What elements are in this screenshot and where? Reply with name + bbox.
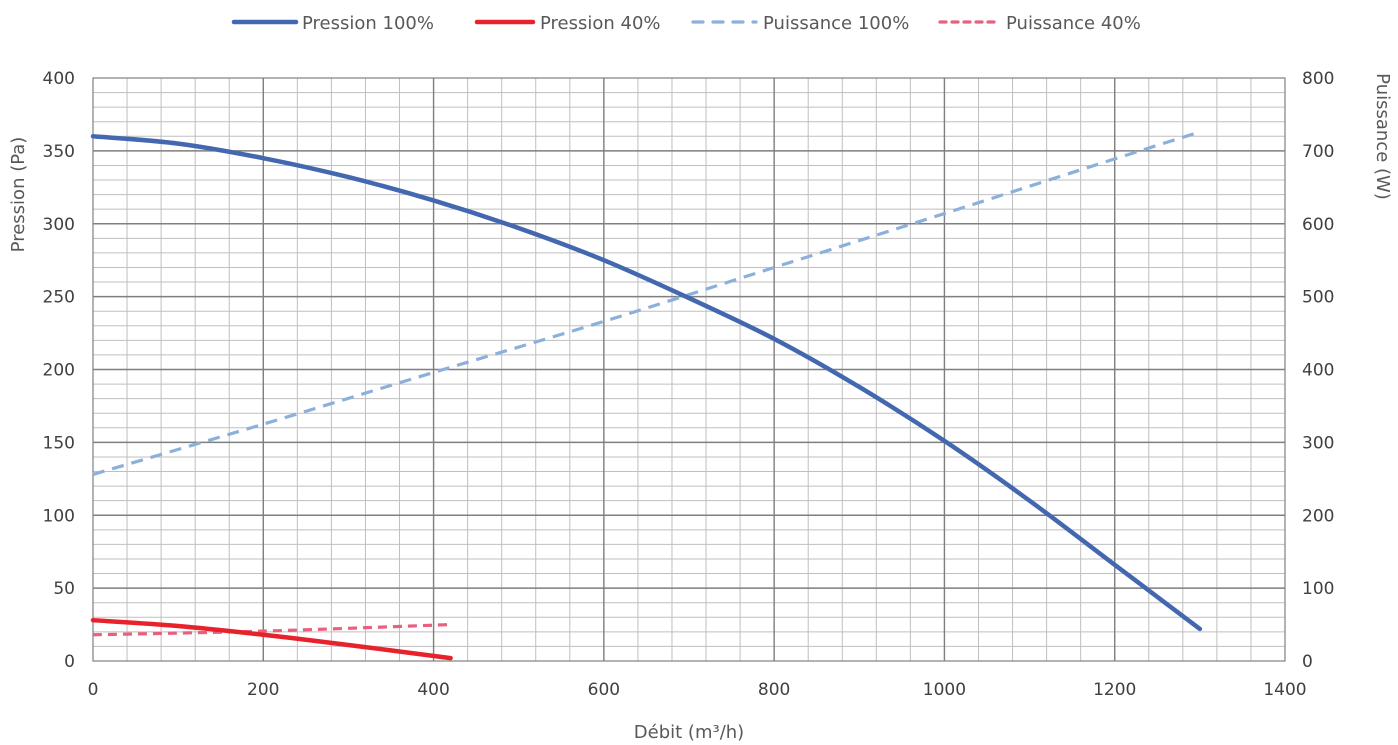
y-tick-label: 250 — [43, 288, 75, 308]
x-tick-label: 800 — [758, 680, 790, 700]
y-tick-label: 300 — [43, 215, 75, 235]
legend-label-puissance-40: Puissance 40% — [1006, 13, 1141, 34]
y2-tick-label: 600 — [1302, 215, 1334, 235]
y-tick-label: 200 — [43, 361, 75, 381]
y2-tick-label: 400 — [1302, 361, 1334, 381]
x-tick-label: 200 — [247, 680, 279, 700]
series-layer — [90, 130, 1203, 661]
y2-tick-label: 100 — [1302, 579, 1334, 599]
y2-tick-label: 300 — [1302, 433, 1334, 453]
x-tick-label: 0 — [88, 680, 99, 700]
x-tick-label: 1400 — [1263, 680, 1306, 700]
y-tick-label: 0 — [64, 652, 75, 672]
legend-label-puissance-100: Puissance 100% — [763, 13, 909, 34]
y2-tick-label: 500 — [1302, 288, 1334, 308]
y2-tick-label: 0 — [1302, 652, 1313, 672]
series-line-pression-40 — [90, 617, 453, 661]
series-line-pression-100 — [90, 134, 1203, 632]
x-axis-title: Débit (m³/h) — [634, 722, 744, 743]
y2-tick-label: 200 — [1302, 506, 1334, 526]
legend-label-pression-40: Pression 40% — [540, 13, 661, 34]
y2-tick-label: 700 — [1302, 142, 1334, 162]
x-tick-labels: 0 200 400 600 800 1000 1200 1400 — [88, 680, 1307, 700]
x-tick-label: 600 — [588, 680, 620, 700]
y-tick-label: 150 — [43, 433, 75, 453]
y-axis-title: Pression (Pa) — [8, 137, 29, 253]
legend: Pression 100% Pression 40% Puissance 100% P… — [231, 13, 1141, 34]
x-tick-label: 1200 — [1093, 680, 1136, 700]
legend-label-pression-100: Pression 100% — [302, 13, 434, 34]
series-line-puissance-100 — [92, 130, 1201, 476]
y-tick-label: 400 — [43, 69, 75, 89]
series-line-puissance-40 — [92, 622, 451, 637]
x-tick-label: 1000 — [923, 680, 966, 700]
y-tick-label: 350 — [43, 142, 75, 162]
y2-axis-title: Puissance (W) — [1372, 73, 1393, 200]
plot-frame — [92, 77, 1286, 662]
y2-tick-labels: 0 100 200 300 400 500 600 700 800 — [1302, 69, 1334, 672]
y2-tick-label: 800 — [1302, 69, 1334, 89]
x-tick-label: 400 — [417, 680, 449, 700]
y-tick-label: 100 — [43, 506, 75, 526]
y-tick-label: 50 — [53, 579, 75, 599]
y-tick-labels: 0 50 100 150 200 250 300 350 400 — [43, 69, 75, 672]
